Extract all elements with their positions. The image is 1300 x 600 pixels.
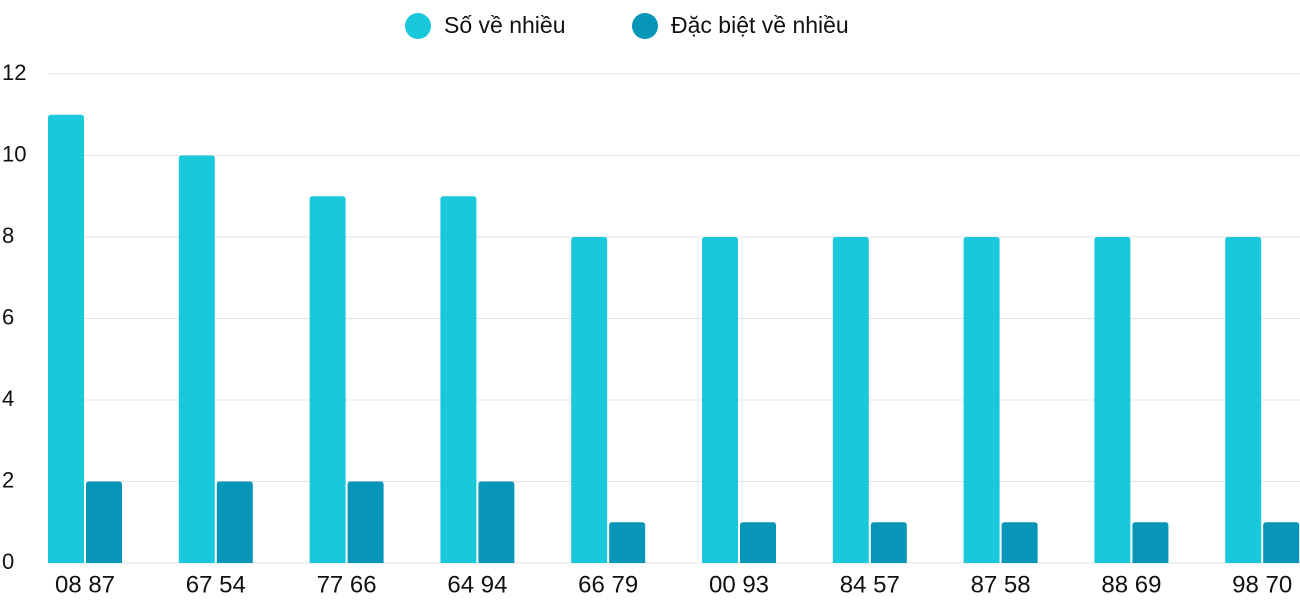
x-tick-label: 88 69 — [1101, 571, 1161, 598]
x-tick-label: 77 66 — [317, 571, 377, 598]
bar — [347, 481, 384, 563]
legend-marker — [632, 13, 658, 39]
y-tick-label: 8 — [2, 223, 14, 248]
bar — [870, 522, 907, 563]
x-tick-label: 64 94 — [447, 571, 507, 598]
x-tick-label: 67 54 — [186, 571, 246, 598]
y-tick-label: 12 — [2, 60, 26, 85]
bar — [1263, 522, 1300, 563]
bar — [48, 114, 84, 563]
bar — [440, 196, 477, 563]
x-tick-label: 84 57 — [840, 571, 900, 598]
legend-marker — [405, 13, 431, 39]
x-tick-label: 08 87 — [55, 571, 115, 598]
x-tick-label: 66 79 — [578, 571, 638, 598]
y-tick-label: 10 — [2, 141, 26, 166]
bar — [571, 237, 608, 563]
bar — [832, 237, 869, 563]
bar — [609, 522, 646, 563]
bar — [702, 237, 738, 563]
x-tick-label: 98 70 — [1232, 571, 1292, 598]
bar — [1225, 237, 1262, 563]
bar — [740, 522, 776, 563]
legend-label: Số về nhiều — [444, 12, 565, 38]
y-tick-label: 4 — [2, 386, 14, 411]
bar — [1001, 522, 1038, 563]
bar — [478, 481, 515, 563]
y-tick-label: 0 — [2, 549, 14, 574]
y-tick-label: 2 — [2, 467, 14, 492]
bar — [178, 155, 215, 563]
bar — [309, 196, 346, 563]
x-tick-label: 00 93 — [709, 571, 769, 598]
x-tick-label: 87 58 — [971, 571, 1031, 598]
bar — [1094, 237, 1131, 563]
bar — [1132, 522, 1169, 563]
bar — [86, 481, 122, 563]
bar — [216, 481, 253, 563]
y-tick-label: 6 — [2, 304, 14, 329]
bar — [963, 237, 1000, 563]
legend-label: Đặc biệt về nhiều — [671, 12, 849, 38]
